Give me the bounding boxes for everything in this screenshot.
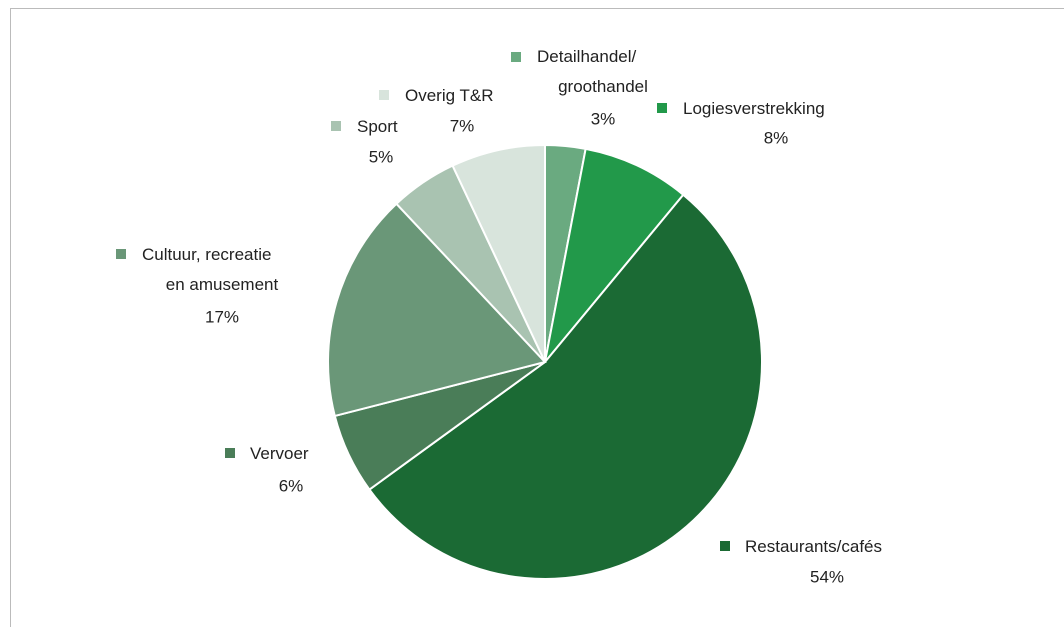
label-line: Detailhandel/ (537, 47, 641, 66)
label-line: Logiesverstrekking (683, 99, 825, 118)
percent-label: 54% (810, 567, 844, 586)
percent-label: 6% (279, 476, 304, 495)
slice-label: Overig T&R (405, 86, 494, 105)
label-line: groothandel (558, 77, 648, 96)
label-line: Restaurants/cafés (745, 537, 882, 556)
legend-swatch (379, 90, 389, 100)
pie-slice (368, 193, 763, 580)
pie-slice (544, 147, 685, 363)
percent-label: 8% (764, 128, 789, 147)
pie-slice (327, 202, 547, 418)
label-line: Vervoer (250, 444, 309, 463)
legend-swatch (331, 121, 341, 131)
legend-swatch (116, 249, 126, 259)
percent-label: 17% (205, 307, 239, 326)
slice-label: Cultuur, recreatie en amusement (142, 245, 279, 294)
legend-swatch (657, 103, 667, 113)
legend-swatch (720, 541, 730, 551)
legend-swatch (511, 52, 521, 62)
percent-label: 5% (369, 147, 394, 166)
label-line: Sport (357, 117, 398, 136)
slice-label: Detailhandel/ groothandel (537, 47, 648, 96)
pie-slice (451, 143, 546, 363)
slice-label: Restaurants/cafés (745, 537, 882, 556)
percent-label: 7% (450, 116, 475, 135)
label-line: Overig T&R (405, 86, 494, 105)
label-line: Cultuur, recreatie (142, 245, 276, 264)
slice-label: Vervoer (250, 444, 309, 463)
slice-label: Logiesverstrekking (683, 99, 825, 118)
label-line: en amusement (166, 275, 279, 294)
slice-label: Sport (357, 117, 398, 136)
percent-label: 3% (591, 109, 616, 128)
legend-swatch (225, 448, 235, 458)
